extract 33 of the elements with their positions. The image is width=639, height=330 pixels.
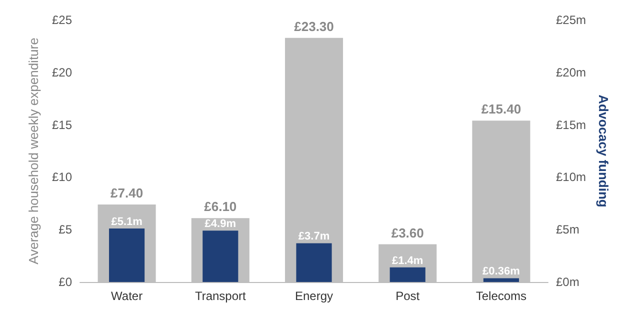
y2-tick-label: £10m bbox=[556, 170, 586, 184]
data-label: £0.36m bbox=[482, 266, 520, 278]
x-tick-label: Water bbox=[111, 289, 143, 303]
y-tick-label: £5 bbox=[58, 222, 72, 237]
bar bbox=[483, 278, 519, 282]
x-tick-label: Telecoms bbox=[476, 289, 527, 303]
bar bbox=[390, 267, 426, 282]
data-label: £6.10 bbox=[204, 199, 237, 214]
y-tick-label: £25 bbox=[52, 13, 72, 27]
y-tick-label: £10 bbox=[52, 170, 72, 184]
y-tick-label: £20 bbox=[52, 65, 72, 80]
y-tick-label: £0 bbox=[58, 275, 72, 289]
data-label: £15.40 bbox=[481, 102, 522, 117]
x-tick-label: Transport bbox=[194, 289, 247, 303]
data-label: £3.7m bbox=[298, 230, 330, 243]
y-tick-label: £15 bbox=[52, 118, 72, 132]
data-label: £23.30 bbox=[294, 18, 334, 34]
y2-axis-title: Advocacy funding bbox=[596, 94, 611, 208]
y2-tick-label: £5m bbox=[556, 222, 580, 237]
y-axis-title: Average household weekly expenditure bbox=[26, 38, 41, 264]
x-tick-label: Energy bbox=[294, 289, 334, 303]
data-label: £1.4m bbox=[392, 254, 424, 267]
data-label: £7.40 bbox=[110, 185, 144, 200]
data-label: £5.1m bbox=[111, 216, 143, 228]
data-label: £4.9m bbox=[204, 218, 236, 230]
bar bbox=[296, 243, 332, 282]
y2-tick-label: £0m bbox=[556, 275, 580, 289]
y2-tick-label: £15m bbox=[556, 118, 586, 132]
data-label: £3.60 bbox=[391, 225, 424, 240]
y2-tick-label: £25m bbox=[556, 13, 586, 27]
y2-tick-label: £20m bbox=[556, 65, 586, 80]
bar bbox=[109, 228, 145, 282]
x-tick-label: Post bbox=[396, 289, 420, 303]
